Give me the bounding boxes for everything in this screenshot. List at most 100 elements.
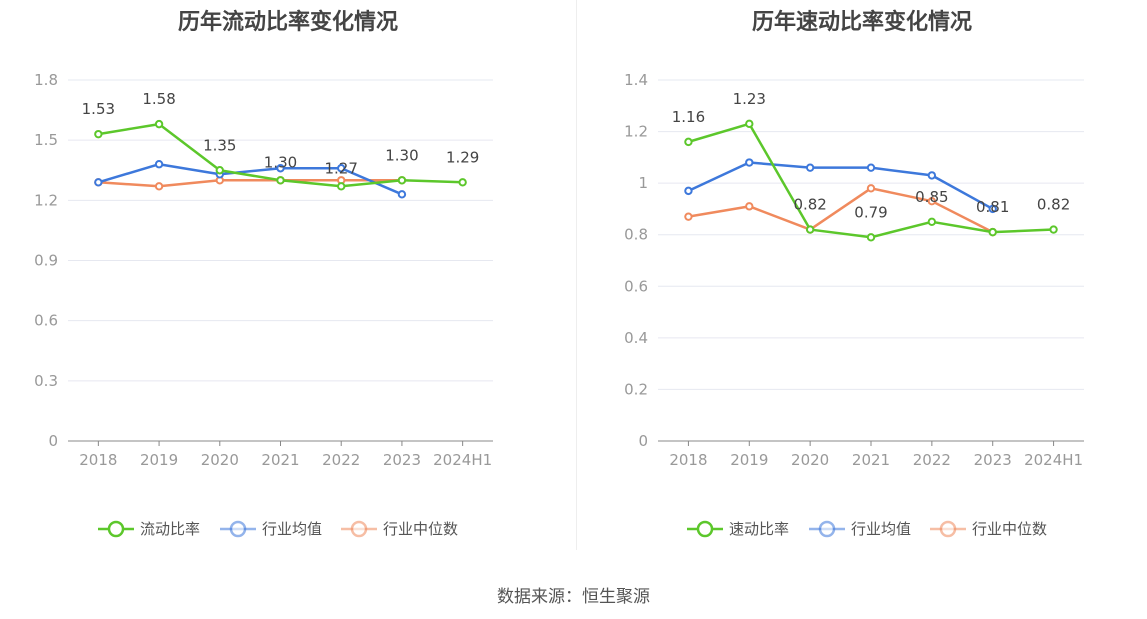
y-tick-label: 0.2 <box>624 380 648 398</box>
current-ratio-plot: 0 0.3 0.6 0.9 1.2 1.5 1.8 2018 2019 2020 2021 2022 2… <box>34 71 493 538</box>
series-3 <box>94 176 407 191</box>
legend-item: 流动比率 <box>98 520 200 538</box>
legend-label: 行业中位数 <box>383 520 458 538</box>
x-tick-label: 2018 <box>669 451 707 469</box>
data-source-note: 数据来源：恒生聚源 <box>497 587 650 607</box>
x-tick-label: 2022 <box>322 451 360 469</box>
data-point <box>866 184 876 193</box>
data-point <box>1049 225 1058 234</box>
legend: 速动比率 行业均值 行业中位数 <box>687 520 1047 538</box>
series-1 <box>684 119 1058 242</box>
y-tick-label: 1.5 <box>34 131 58 149</box>
legend-item: 行业均值 <box>809 520 911 538</box>
data-point <box>684 137 693 147</box>
legend-marker <box>350 520 368 538</box>
data-label: 1.23 <box>733 90 766 108</box>
data-point <box>215 166 224 175</box>
data-label: 1.58 <box>142 90 175 108</box>
legend-marker <box>229 520 247 538</box>
data-point <box>154 119 164 129</box>
data-point <box>276 176 285 185</box>
data-label: 1.53 <box>82 100 115 118</box>
series-line <box>98 179 402 188</box>
series-3 <box>684 184 997 237</box>
data-label: 1.35 <box>203 136 236 154</box>
x-tick-label: 2024H1 <box>433 451 492 469</box>
y-tick-label: 1 <box>638 174 648 192</box>
legend-item: 行业均值 <box>220 520 322 538</box>
x-tick-label: 2019 <box>730 451 768 469</box>
data-point <box>276 164 285 173</box>
data-point <box>745 202 754 211</box>
data-point <box>927 171 937 180</box>
data-point <box>805 225 815 234</box>
data-point <box>745 158 754 167</box>
data-point <box>988 227 997 237</box>
legend: 流动比率 行业均值 行业中位数 <box>98 520 458 538</box>
legend-item: 行业中位数 <box>930 520 1047 538</box>
data-label: 1.30 <box>385 146 418 164</box>
legend-label: 速动比率 <box>729 520 789 538</box>
y-tick-label: 1.2 <box>624 123 648 141</box>
data-point <box>337 182 346 191</box>
x-tick-label: 2023 <box>383 451 421 469</box>
data-label: 1.16 <box>672 108 705 126</box>
data-point <box>745 119 754 129</box>
data-label: 0.79 <box>854 203 887 221</box>
data-point <box>684 186 693 196</box>
data-point <box>927 217 937 227</box>
data-point <box>927 196 937 206</box>
y-tick-label: 1.4 <box>624 71 648 89</box>
legend-marker <box>696 520 714 538</box>
legend-label: 流动比率 <box>140 520 200 538</box>
chart-title: 历年流动比率变化情况 <box>177 10 398 35</box>
grid <box>68 79 493 382</box>
legend-label: 行业中位数 <box>972 520 1047 538</box>
y-tick-label: 0.6 <box>34 312 58 330</box>
data-point <box>337 164 346 173</box>
data-point <box>866 163 876 172</box>
y-tick-label: 0 <box>48 432 58 450</box>
data-point <box>154 160 164 169</box>
data-point <box>94 129 103 139</box>
legend-label: 行业均值 <box>262 520 322 538</box>
current-ratio-chart: 历年流动比率变化情况 0 0.3 0.6 0.9 1.2 1.5 1.8 2018 2019 20… <box>0 0 576 560</box>
legend-label: 行业均值 <box>851 520 911 538</box>
legend-marker <box>107 520 125 538</box>
data-point <box>684 212 693 221</box>
y-tick-label: 0.4 <box>624 329 648 347</box>
chart-title: 历年速动比率变化情况 <box>751 10 972 35</box>
data-point <box>805 163 815 172</box>
data-point <box>458 178 467 187</box>
data-label: 1.27 <box>325 159 358 177</box>
panel-divider <box>576 0 577 550</box>
data-label: 1.30 <box>264 153 297 171</box>
data-point <box>397 190 407 199</box>
x-tick-label: 2020 <box>201 451 239 469</box>
series-line <box>688 187 994 234</box>
data-label: 0.81 <box>976 198 1009 216</box>
data-point <box>94 178 103 187</box>
data-label: 0.85 <box>915 188 948 206</box>
y-tick-label: 0 <box>638 432 648 450</box>
quick-ratio-chart: 历年速动比率变化情况 0 0.2 0.4 0.6 0.8 1 1.2 1.4 2018 2019 2… <box>577 0 1147 560</box>
x-tick-label: 2019 <box>140 451 178 469</box>
y-tick-label: 0.8 <box>624 226 648 244</box>
x-tick-label: 2022 <box>913 451 951 469</box>
data-label: 0.82 <box>793 196 826 214</box>
data-point <box>866 233 876 242</box>
series-2 <box>684 158 997 214</box>
x-tick-label: 2023 <box>974 451 1012 469</box>
x-tick-label: 2018 <box>79 451 117 469</box>
legend-marker <box>939 520 957 538</box>
data-point <box>397 176 407 185</box>
legend-item: 速动比率 <box>687 520 789 538</box>
y-tick-label: 0.3 <box>34 372 58 390</box>
y-tick-label: 1.8 <box>34 71 58 89</box>
series-line <box>687 161 994 211</box>
x-tick-label: 2021 <box>852 451 890 469</box>
legend-marker <box>818 520 836 538</box>
x-tick-label: 2020 <box>791 451 829 469</box>
data-point <box>988 204 997 214</box>
